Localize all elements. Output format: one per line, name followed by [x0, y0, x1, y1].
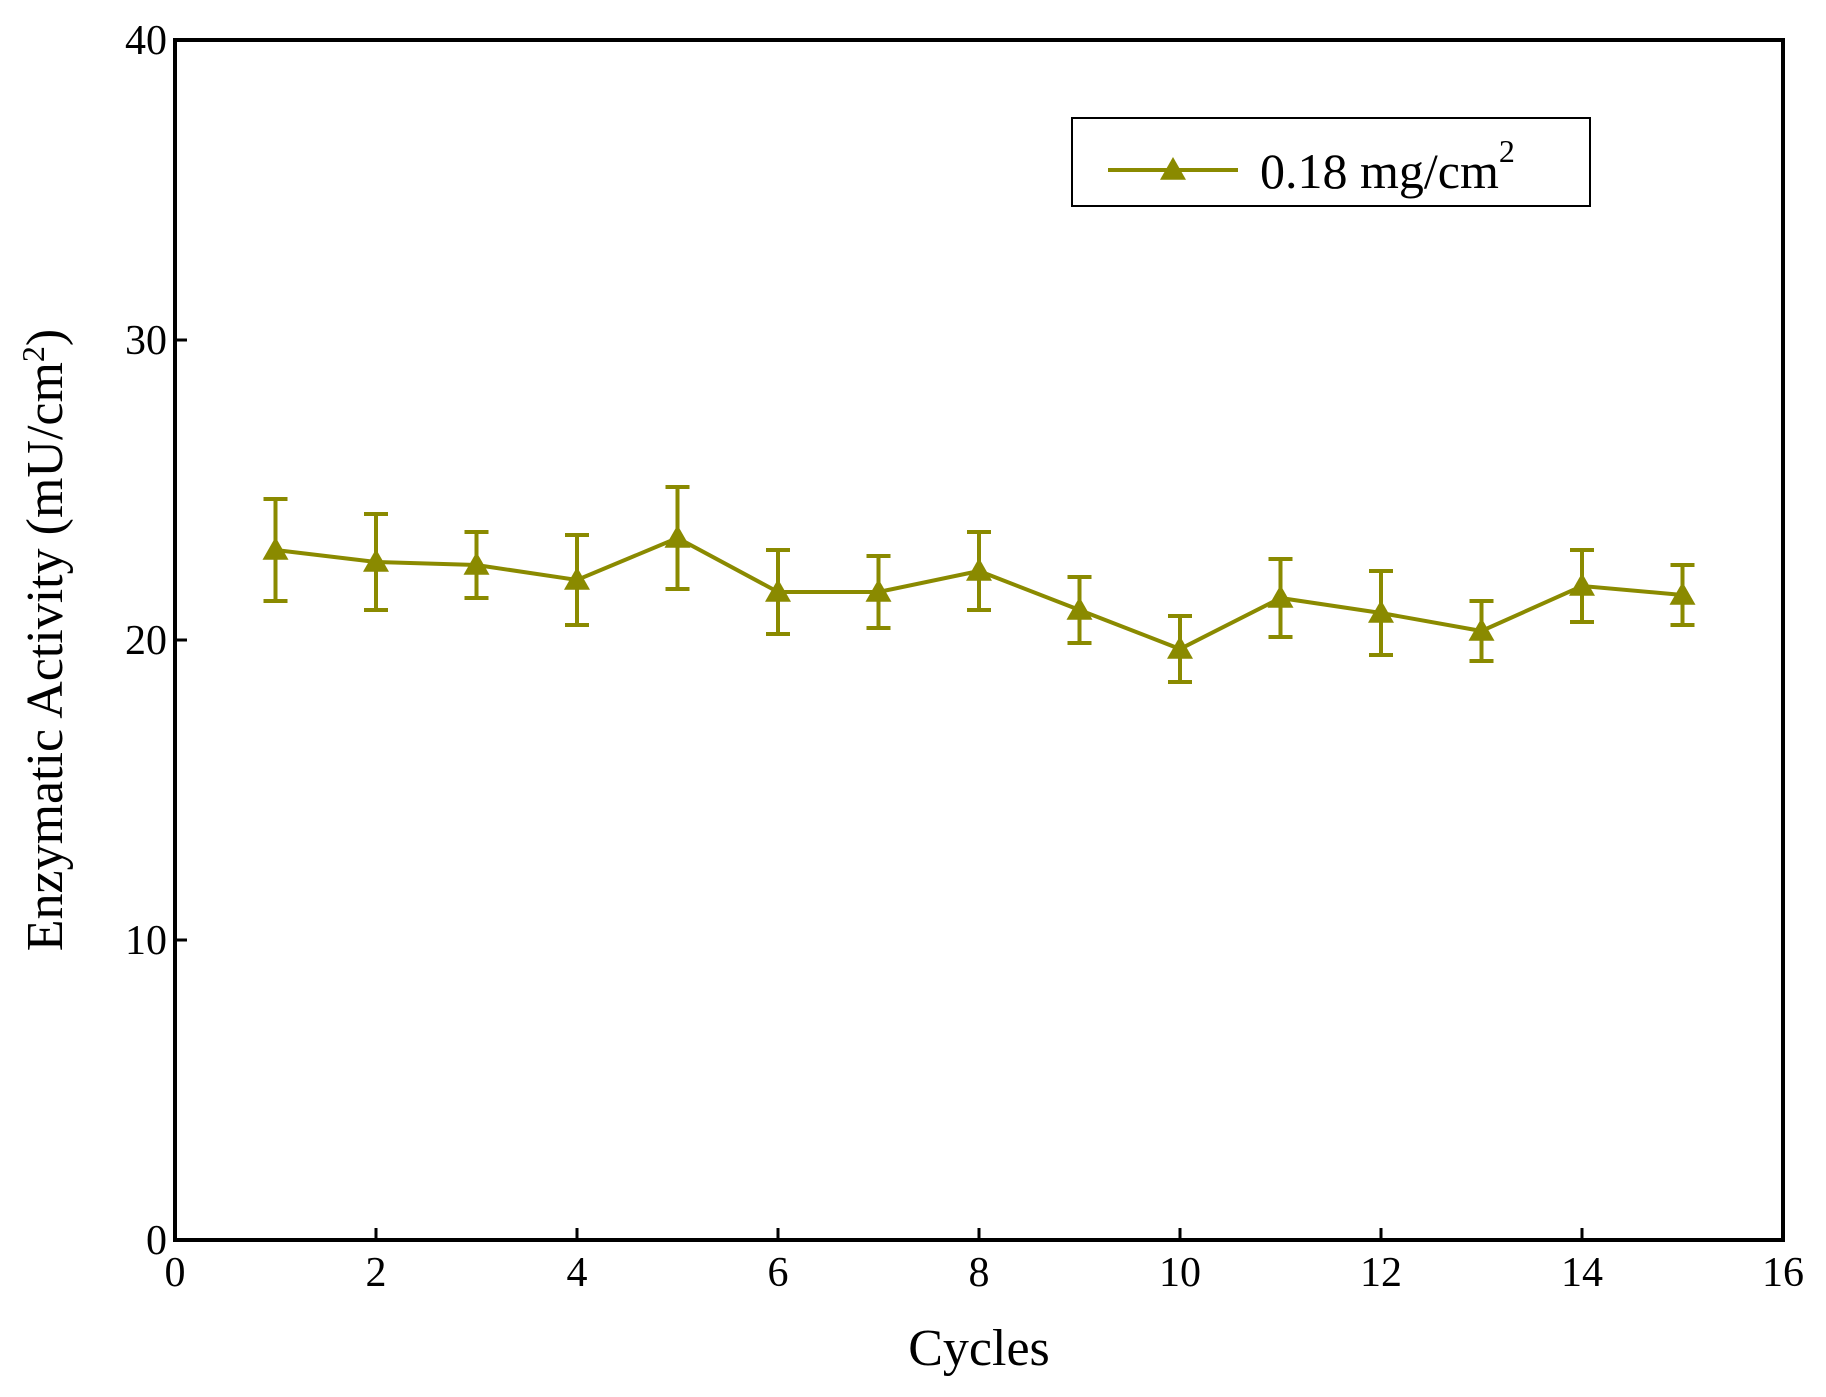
x-tick-label: 0 — [165, 1250, 186, 1296]
legend-label-superscript: 2 — [1499, 133, 1515, 169]
data-point-marker — [664, 525, 691, 548]
y-tick-label: 10 — [125, 918, 167, 964]
y-tick-label: 0 — [146, 1218, 167, 1264]
x-tick-label: 6 — [768, 1250, 789, 1296]
data-point-marker — [1669, 582, 1696, 605]
data-point-marker — [463, 552, 490, 575]
series-layer — [262, 485, 1696, 684]
x-tick-label: 4 — [567, 1250, 588, 1296]
y-axis-title-main: Enzymatic Activity (mU/cm — [17, 362, 74, 951]
x-tick-label: 10 — [1159, 1250, 1201, 1296]
y-tick-label: 40 — [125, 18, 167, 64]
y-tick-label: 30 — [125, 318, 167, 364]
data-point-marker — [765, 579, 791, 602]
data-point-marker — [1267, 585, 1294, 608]
legend-box — [1071, 117, 1591, 207]
legend-label-main: 0.18 mg/cm — [1260, 143, 1499, 199]
x-tick-label: 8 — [969, 1250, 990, 1296]
x-axis-title: Cycles — [908, 1320, 1050, 1377]
legend-label: 0.18 mg/cm2 — [1260, 133, 1515, 199]
data-point-marker — [966, 558, 992, 581]
data-point-marker — [363, 549, 389, 572]
x-tick-label: 16 — [1762, 1250, 1804, 1296]
data-point-marker — [1468, 618, 1495, 641]
x-tick-label: 14 — [1561, 1250, 1603, 1296]
x-tick-label: 12 — [1360, 1250, 1402, 1296]
data-point-marker — [564, 567, 590, 590]
y-axis-title-close: ) — [17, 329, 74, 346]
data-point-marker — [1368, 600, 1394, 623]
data-point-marker — [1167, 636, 1193, 659]
y-axis-ticks: 0 10 20 30 40 — [125, 18, 187, 1264]
data-point-marker — [1066, 597, 1093, 620]
data-point-marker — [1569, 573, 1595, 596]
legend-triangle-marker — [1160, 157, 1186, 180]
y-tick-label: 20 — [125, 618, 167, 664]
x-tick-label: 2 — [366, 1250, 387, 1296]
y-axis-title-superscript: 2 — [15, 346, 51, 362]
legend: 0.18 mg/cm2 — [1071, 117, 1591, 207]
x-axis-ticks: 0 2 4 6 8 10 12 14 16 — [165, 1228, 1804, 1296]
data-point-marker — [262, 537, 289, 560]
data-point-marker — [865, 579, 892, 602]
y-axis-title: Enzymatic Activity (mU/cm2) — [15, 329, 74, 952]
